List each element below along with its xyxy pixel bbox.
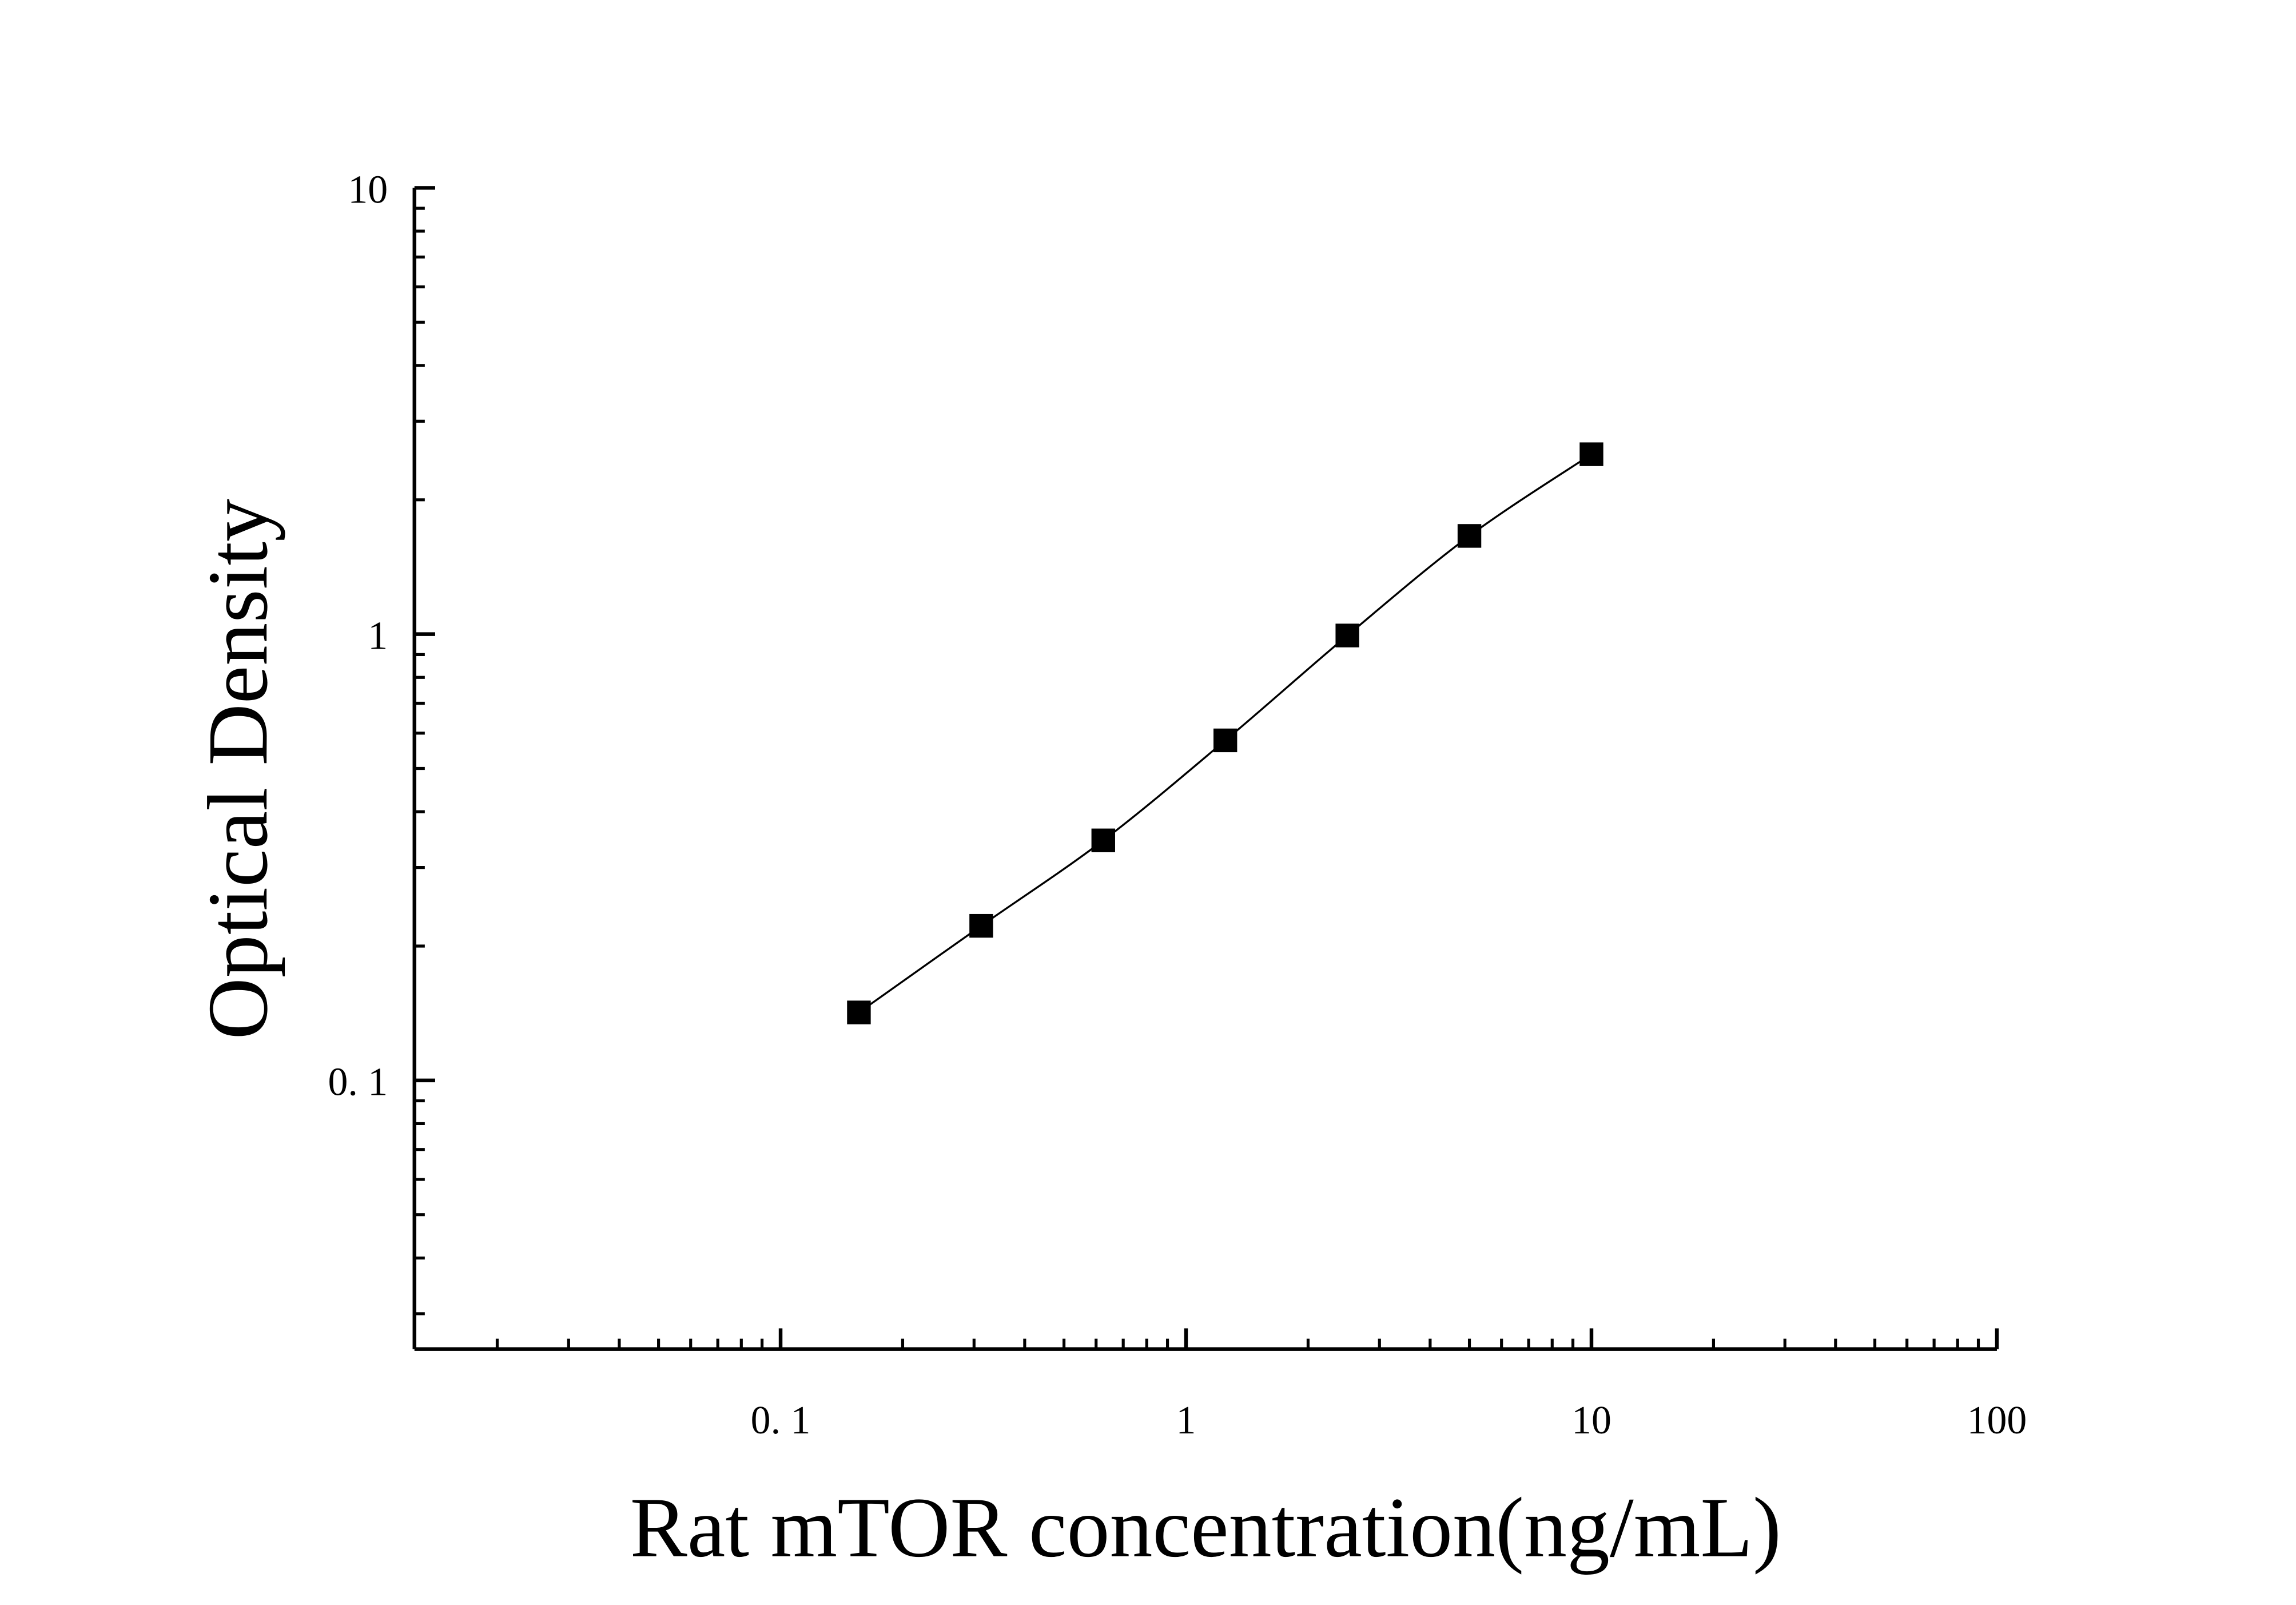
data-points: [847, 442, 1603, 1024]
y-tick-label: 1: [368, 614, 388, 658]
data-point: [1213, 728, 1237, 753]
x-tick-label: 10: [1571, 1399, 1611, 1443]
x-tick-label: 100: [1967, 1399, 2027, 1443]
data-point: [1579, 442, 1603, 466]
ticks: 0. 1 1 10 100 0. 1 1 10: [328, 168, 2027, 1443]
data-point: [1335, 623, 1359, 647]
y-tick-label: 10: [348, 168, 388, 212]
axes: [412, 188, 1997, 1351]
x-axis-label: Rat mTOR concentration(ng/mL): [630, 1480, 1781, 1575]
x-tick-label: 1: [1176, 1399, 1196, 1443]
data-point: [1457, 524, 1482, 548]
data-point: [847, 1000, 871, 1024]
x-tick-label: 0. 1: [751, 1399, 811, 1443]
data-point: [969, 913, 993, 938]
data-point: [1091, 828, 1115, 852]
y-axis-label: Optical Density: [190, 499, 285, 1040]
y-tick-label: 0. 1: [328, 1060, 388, 1105]
